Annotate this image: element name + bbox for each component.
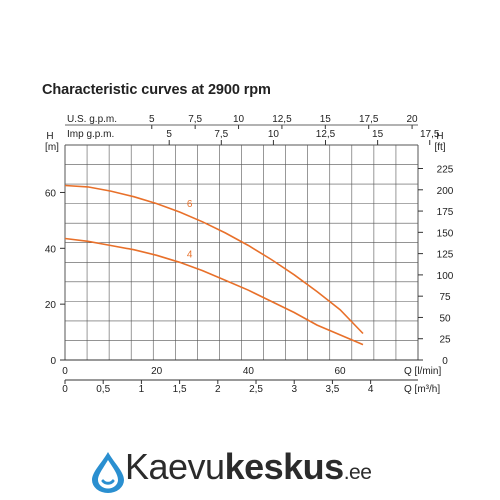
- brand-part2: keskus: [224, 446, 345, 487]
- x-impgpm-label: Imp g.p.m.: [67, 129, 114, 140]
- y-right-unit: [ft]: [434, 142, 445, 153]
- x-impgpm-tick-label: 12,5: [316, 129, 336, 140]
- y-right-tick-label: 100: [437, 271, 454, 282]
- grid: [64, 144, 419, 361]
- y-right-tick-label: 0: [442, 356, 448, 367]
- x-impgpm-tick-label: 15: [372, 129, 384, 140]
- y-right-tick-label: 75: [439, 292, 451, 303]
- series-4-line: [64, 237, 364, 346]
- x-lmin-tick-label: 40: [243, 366, 255, 377]
- x-usgpm-tick-label: 12,5: [272, 114, 292, 125]
- x-usgpm-tick-label: 15: [320, 114, 332, 125]
- x-m3h-tick-label: 4: [368, 384, 374, 395]
- y-left-tick-label: 60: [45, 188, 57, 199]
- y-right-tick-label: 225: [437, 165, 454, 176]
- y-right-tick-label: 175: [437, 207, 454, 218]
- x-m3h-tick-label: 0,5: [96, 384, 110, 395]
- brand-part1: Kaevu: [125, 446, 225, 487]
- y-right-tick-label: 50: [439, 313, 451, 324]
- x-m3h-tick-label: 3: [291, 384, 297, 395]
- chart-title: Characteristic curves at 2900 rpm: [42, 82, 271, 98]
- x-m3h-tick-label: 2,5: [249, 384, 263, 395]
- y-left-unit: [m]: [45, 142, 59, 153]
- x-lmin-tick-label: 60: [335, 366, 347, 377]
- curves: [64, 184, 364, 346]
- x-usgpm-tick-label: 20: [407, 114, 419, 125]
- axes: [60, 124, 431, 384]
- y-left-tick-label: 40: [45, 244, 57, 255]
- series-6-label: 6: [187, 199, 193, 210]
- y-left-tick-label: 0: [50, 356, 56, 367]
- x-impgpm-tick-label: 7,5: [214, 129, 228, 140]
- x-lmin-tick-label: 0: [62, 366, 68, 377]
- y-right-tick-label: 150: [437, 228, 454, 239]
- x-impgpm-tick-label: 10: [268, 129, 280, 140]
- axis-labels: 0204060H[m]0255075100125150175200225H[ft…: [45, 114, 454, 395]
- y-left-tick-label: 20: [45, 300, 57, 311]
- x-m3h-tick-label: 1,5: [173, 384, 187, 395]
- x-m3h-tick-label: 2: [215, 384, 221, 395]
- x-impgpm-tick-label: 5: [166, 129, 172, 140]
- x-usgpm-tick-label: 10: [233, 114, 245, 125]
- x-m3h-label: Q [m³/h]: [404, 384, 440, 395]
- y-right-tick-label: 25: [439, 335, 451, 346]
- x-usgpm-label: U.S. g.p.m.: [67, 114, 117, 125]
- x-usgpm-tick-label: 5: [149, 114, 155, 125]
- x-impgpm-tick-label: 17,5: [420, 129, 440, 140]
- x-lmin-label: Q [l/min]: [404, 366, 441, 377]
- brand-logo: Kaevukeskus.ee: [125, 446, 372, 488]
- x-m3h-tick-label: 3,5: [325, 384, 339, 395]
- x-m3h-tick-label: 1: [139, 384, 145, 395]
- y-right-tick-label: 200: [437, 186, 454, 197]
- y-left-label: H: [46, 131, 53, 142]
- x-m3h-tick-label: 0: [62, 384, 68, 395]
- x-lmin-tick-label: 20: [151, 366, 163, 377]
- brand-tld: .ee: [343, 461, 372, 484]
- x-usgpm-tick-label: 17,5: [359, 114, 379, 125]
- x-usgpm-tick-label: 7,5: [188, 114, 202, 125]
- series-4-label: 4: [187, 249, 193, 260]
- series-6-line: [64, 184, 364, 335]
- water-drop-icon: [92, 452, 124, 493]
- y-right-tick-label: 125: [437, 250, 454, 261]
- y-right-label: H: [436, 131, 443, 142]
